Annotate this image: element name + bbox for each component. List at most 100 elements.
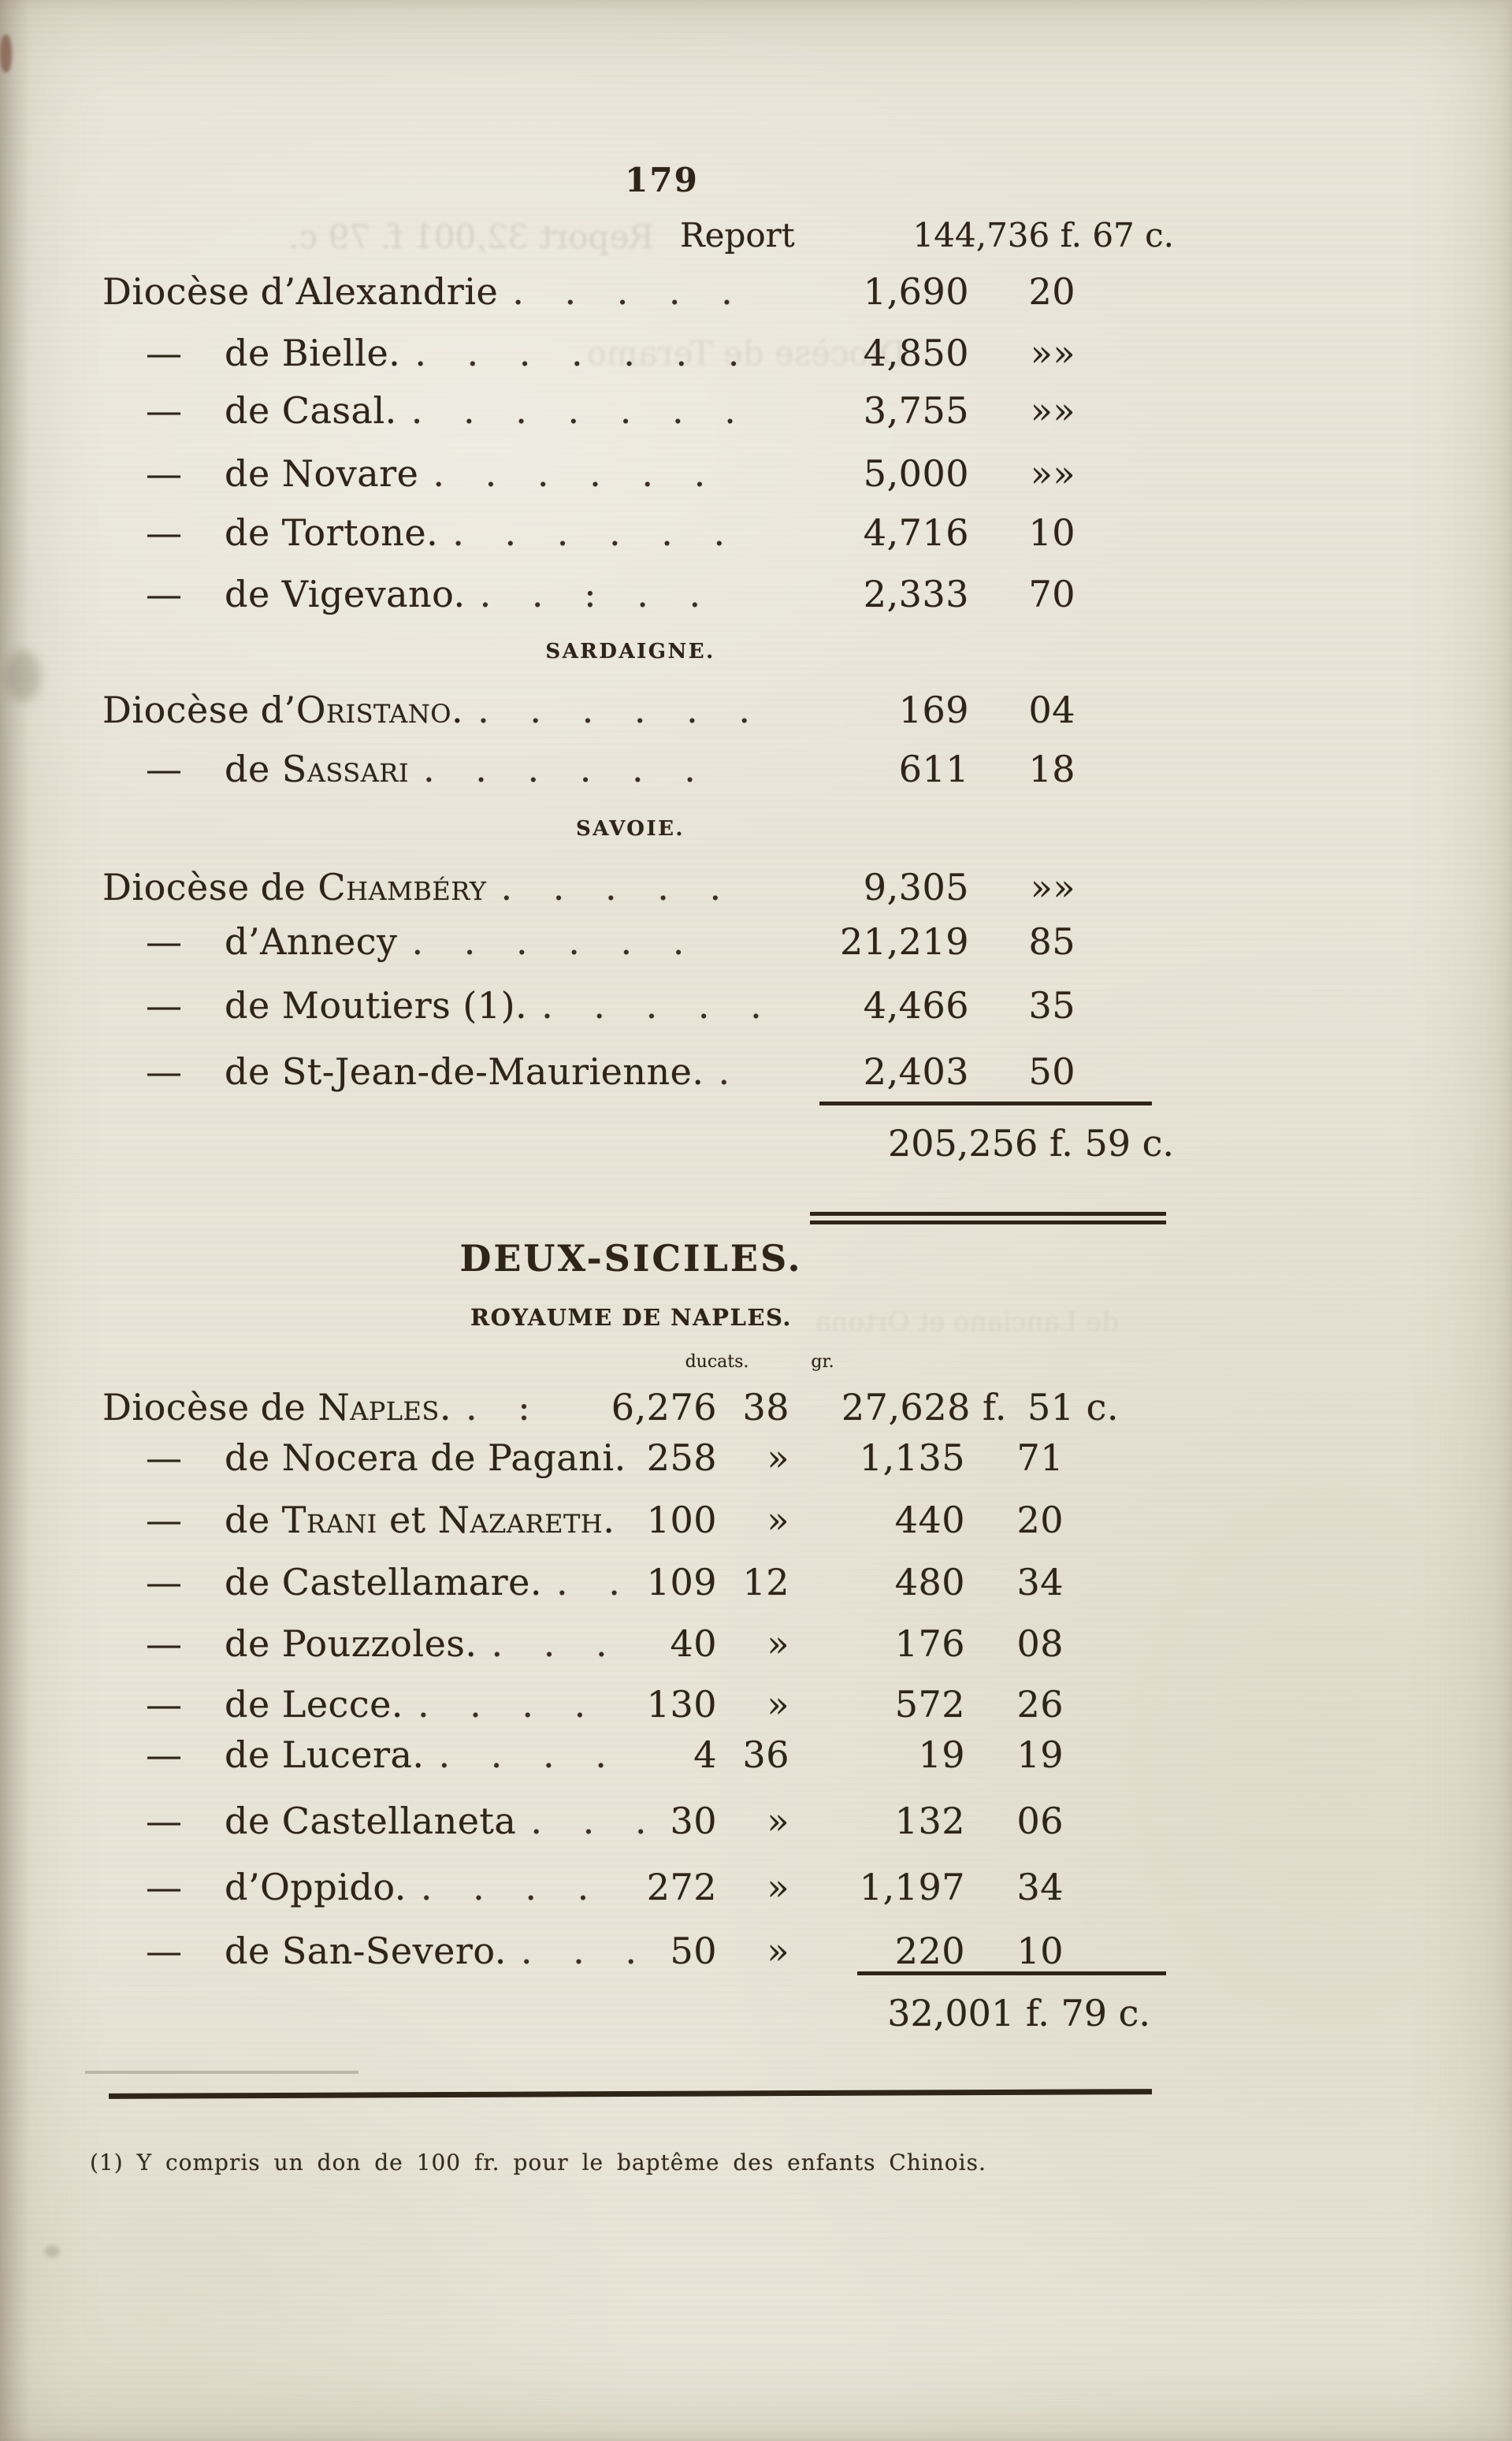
row-prefix: — <box>146 1050 183 1093</box>
amount-centimes: 50 <box>1028 1050 1075 1093</box>
table-row: Diocèse d’Oristano. . . . . . . 169 04 <box>102 689 1465 735</box>
amount-grains: 36 <box>742 1733 789 1776</box>
diocese-label: Chambéry <box>318 866 487 908</box>
amount-grains: » <box>767 1800 789 1842</box>
dot-leader: . . . . . <box>512 270 743 313</box>
dot-leader: . . . <box>491 1622 618 1665</box>
row-prefix: Diocèse <box>102 270 250 313</box>
table-row: — de Castellaneta . . . 30 » 132 06 <box>102 1800 1465 1846</box>
amount-centimes: 20 <box>1028 270 1075 313</box>
amount-centimes: »» <box>1030 389 1075 432</box>
amount-francs: 1,135 <box>859 1436 965 1479</box>
diocese-label: et <box>377 1499 438 1541</box>
row-prefix: — <box>146 748 183 790</box>
scan-edge-shadow <box>0 0 30 2441</box>
amount-centimes: 70 <box>1028 573 1075 615</box>
dot-leader: . . . <box>530 1800 657 1842</box>
amount-francs: 611 <box>898 748 969 790</box>
row-prefix: — <box>146 452 183 495</box>
diocese-label: de Lucera. <box>225 1733 425 1776</box>
table-row: — de Novare . . . . . . 5,000 »» <box>102 453 1465 499</box>
row-prefix: — <box>146 1499 183 1541</box>
diocese-label: de San-Severo. <box>225 1930 507 1972</box>
amount-francs: 132 <box>894 1800 965 1842</box>
diocese-label: de Pouzzoles. <box>225 1622 477 1665</box>
table-row: — de Nocera de Pagani. 258 » 1,135 71 <box>102 1437 1465 1483</box>
amount-centimes: 18 <box>1028 748 1075 790</box>
dot-leader: . . . . . . <box>411 920 695 963</box>
column-header-gr: gr. <box>811 1352 834 1372</box>
row-prefix: — <box>146 920 183 963</box>
row-prefix: — <box>146 1930 183 1972</box>
table-row: — d’Annecy . . . . . . 21,219 85 <box>102 921 1465 967</box>
table-row: — de St-Jean-de-Maurienne.. 2,403 50 <box>102 1051 1465 1097</box>
table-row: — de Lucera. . . . . 4 36 19 19 <box>102 1734 1465 1780</box>
amount-grains: » <box>767 1436 789 1479</box>
diocese-label: de <box>260 866 318 908</box>
dot-leader: . . . . . <box>500 866 732 908</box>
row-prefix: — <box>146 1561 183 1603</box>
amount-francs: 176 <box>894 1622 965 1665</box>
table-row: — de San-Severo. . . . 50 » 220 10 <box>102 1930 1465 1976</box>
dot-leader: . . . . . <box>541 984 772 1027</box>
dot-leader: . . . . . . <box>452 511 736 554</box>
amount-francs: 2,403 <box>863 1050 969 1093</box>
amount-francs: 480 <box>894 1561 965 1603</box>
amount-centimes: 10 <box>1016 1930 1064 1972</box>
table-row: Diocèse d’Alexandrie . . . . . 1,690 20 <box>102 271 1465 317</box>
amount-francs: 572 <box>894 1683 965 1726</box>
amount-francs: 19 <box>918 1733 965 1776</box>
row-prefix: Diocèse <box>102 1386 250 1429</box>
amount-centimes: 34 <box>1016 1866 1064 1908</box>
diocese-label: d’Annecy <box>225 920 398 963</box>
amount-centimes: »» <box>1030 452 1075 495</box>
row-prefix: Diocèse <box>102 689 250 731</box>
dot-leader: . : <box>465 1386 541 1429</box>
amount-centimes: 35 <box>1028 984 1075 1027</box>
row-prefix: — <box>146 332 183 374</box>
amount-francs: 5,000 <box>863 452 969 495</box>
diocese-label: Sassari <box>281 748 410 790</box>
amount-grains: » <box>767 1499 789 1541</box>
dot-leader: . . . . <box>438 1733 617 1776</box>
dot-leader: . <box>718 1050 741 1093</box>
amount-ducats: 6,276 <box>611 1386 717 1429</box>
amount-francs: 440 <box>894 1499 965 1541</box>
diocese-label: de Novare <box>225 452 419 495</box>
row-prefix: — <box>146 389 183 432</box>
amount-grains: » <box>767 1622 789 1665</box>
table-row: — de Sassari . . . . . . 611 18 <box>102 749 1465 794</box>
amount-centimes: 10 <box>1028 511 1075 554</box>
amount-ducats: 109 <box>646 1561 717 1603</box>
section-heading-sardaigne: SARDAIGNE. <box>545 640 715 663</box>
amount-ducats: 130 <box>646 1683 717 1726</box>
row-prefix: Diocèse <box>102 866 250 908</box>
table-row: — d’Oppido. . . . . 272 » 1,197 34 <box>102 1867 1465 1912</box>
dot-leader: . . . . <box>420 1866 600 1908</box>
amount-francs: 1,197 <box>859 1866 965 1908</box>
row-prefix: — <box>146 1436 183 1479</box>
row-prefix: — <box>146 511 183 554</box>
amount-francs: 4,716 <box>863 511 969 554</box>
amount-ducats: 30 <box>670 1800 717 1842</box>
amount-grains: » <box>767 1930 789 1972</box>
faded-rule <box>85 2071 358 2074</box>
table-row: — de Castellamare. . . 109 12 480 34 <box>102 1562 1465 1607</box>
diocese-label: de Casal. <box>225 389 397 432</box>
diocese-label: de Tortone. <box>225 511 439 554</box>
amount-centimes: 04 <box>1028 689 1075 731</box>
section-title-deux-siciles: DEUX-SICILES. <box>459 1237 803 1280</box>
amount-grains: » <box>767 1866 789 1908</box>
diocese-label: d’Alexandrie <box>260 270 499 313</box>
section-subtitle-royaume-naples: ROYAUME DE NAPLES. <box>470 1304 792 1331</box>
dot-leader: . . . . . . . <box>414 332 750 374</box>
row-prefix: — <box>146 984 183 1027</box>
diocese-label: Oristano. <box>295 689 464 731</box>
table-row: — de Casal. . . . . . . . 3,755 »» <box>102 390 1465 436</box>
diocese-label: Naples. <box>318 1386 451 1429</box>
diocese-label: de Moutiers (1). <box>225 984 528 1027</box>
row-prefix: — <box>146 1866 183 1908</box>
amount-centimes: 06 <box>1016 1800 1064 1842</box>
diocese-label: d’Oppido. <box>225 1866 407 1908</box>
amount-ducats: 100 <box>646 1499 717 1541</box>
